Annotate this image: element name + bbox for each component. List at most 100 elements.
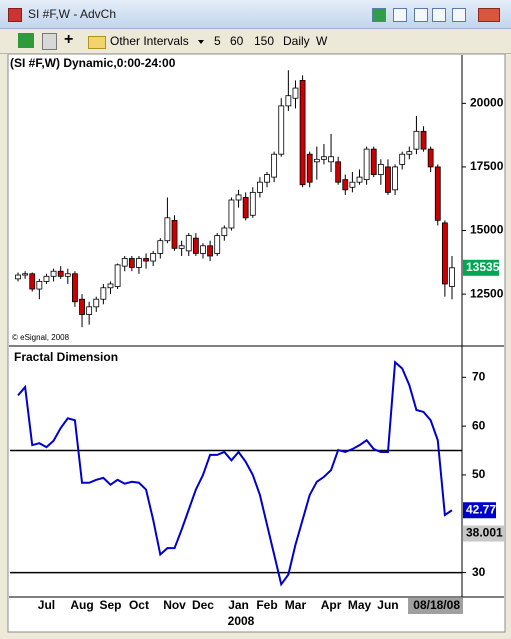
candle-body xyxy=(441,222,448,285)
x-tick-label: Jun xyxy=(377,598,398,612)
y-tick-label: 50 xyxy=(472,467,486,481)
candle-body xyxy=(328,156,334,163)
y-tick-label: 17500 xyxy=(470,159,504,173)
candle-body xyxy=(43,275,50,282)
toolbar: + Other Intervals 5 60 150 Daily W xyxy=(0,29,511,54)
candle-body xyxy=(257,181,263,193)
candle-body xyxy=(64,273,71,277)
year-label: 2008 xyxy=(228,614,255,628)
last-price-label: 13535 xyxy=(466,260,500,274)
candle-body xyxy=(399,153,406,165)
last-value-label: 42.77 xyxy=(466,502,496,516)
x-tick-label: Oct xyxy=(129,598,149,612)
candle-body xyxy=(420,130,427,150)
candle-body xyxy=(413,130,420,150)
tool-button[interactable] xyxy=(393,8,407,22)
candle-body xyxy=(200,245,206,254)
candle-body xyxy=(57,270,64,277)
candle-body xyxy=(370,148,377,175)
chart-button[interactable] xyxy=(18,33,34,48)
candle-body xyxy=(100,287,107,300)
dropdown-arrow xyxy=(198,40,204,44)
chart-frame xyxy=(7,53,506,633)
y-tick-label: 20000 xyxy=(470,96,504,110)
interval-button[interactable]: Daily xyxy=(283,34,310,48)
minimize-button[interactable] xyxy=(432,8,446,22)
candle-body xyxy=(449,267,455,287)
y-tick-label: 30 xyxy=(472,565,486,579)
candle-body xyxy=(136,258,142,268)
app-icon xyxy=(8,8,22,22)
candle-body xyxy=(356,176,363,183)
candle-body xyxy=(406,151,413,155)
date-box xyxy=(408,598,463,614)
interval-button[interactable]: W xyxy=(316,34,328,48)
window-title: SI #F,W - AdvCh xyxy=(28,7,117,21)
candle-body xyxy=(313,158,320,163)
close-button[interactable] xyxy=(478,8,500,22)
candle-body xyxy=(249,191,256,216)
y-tick-label: 60 xyxy=(472,418,486,432)
candle-body xyxy=(114,264,121,287)
candle-body xyxy=(264,174,270,183)
candle-body xyxy=(185,235,192,252)
panel-title: Fractal Dimension xyxy=(14,350,118,364)
candle-body xyxy=(164,217,171,242)
candle-body xyxy=(292,87,299,99)
candle-body xyxy=(86,306,93,315)
properties-button[interactable] xyxy=(42,33,57,50)
x-tick-label: 08/18/08 xyxy=(413,598,460,612)
interval-button[interactable]: 60 xyxy=(230,34,244,48)
x-tick-label: Sep xyxy=(99,598,121,612)
x-tick-label: Aug xyxy=(70,598,93,612)
candle-body xyxy=(321,156,327,160)
x-tick-label: Dec xyxy=(192,598,214,612)
chart-title: (SI #F,W) Dynamic,0:00-24:00 xyxy=(10,56,176,70)
last-price-label-box xyxy=(463,259,499,276)
candle-body xyxy=(157,240,164,254)
candle-body xyxy=(128,258,135,268)
candle-body xyxy=(79,298,85,315)
x-tick-label: May xyxy=(348,598,372,612)
candle-body xyxy=(121,258,128,267)
candle-body xyxy=(377,163,384,175)
add-button[interactable]: + xyxy=(64,31,74,48)
candle-body xyxy=(278,105,285,155)
candle-body xyxy=(427,148,434,168)
x-tick-label: Jan xyxy=(228,598,249,612)
interval-button[interactable]: 150 xyxy=(254,34,275,48)
candle-body xyxy=(178,245,185,249)
candle-body xyxy=(171,219,178,249)
candle-body xyxy=(150,253,157,262)
layout-button[interactable] xyxy=(414,8,428,22)
candle-body xyxy=(29,273,36,290)
candle-body xyxy=(15,274,21,280)
candle-body xyxy=(392,166,398,191)
candle-body xyxy=(72,273,78,303)
maximize-button[interactable] xyxy=(452,8,466,22)
x-tick-label: Mar xyxy=(285,598,307,612)
folder-button[interactable] xyxy=(88,36,106,49)
candle-body xyxy=(385,166,391,193)
candle-body xyxy=(214,235,221,254)
candle-body xyxy=(349,181,356,188)
x-tick-label: Feb xyxy=(256,598,277,612)
title-bar: SI #F,W - AdvCh xyxy=(0,0,511,29)
candle-body xyxy=(299,80,306,186)
fractal-line xyxy=(17,360,453,587)
link-button[interactable] xyxy=(372,8,386,22)
interval-button[interactable]: 5 xyxy=(214,34,221,48)
candle-body xyxy=(93,298,100,308)
candle-body xyxy=(36,281,43,290)
candle-body xyxy=(107,283,114,289)
candle-body xyxy=(335,161,342,183)
y-tick-label: 12500 xyxy=(470,286,504,300)
candle-body xyxy=(342,179,349,191)
reference-value-label: 38.001 xyxy=(466,526,503,540)
interval-menu[interactable]: Other Intervals xyxy=(110,34,189,48)
candle-body xyxy=(434,166,441,221)
x-tick-label: Jul xyxy=(38,598,55,612)
candle-body xyxy=(143,258,149,262)
candle-body xyxy=(363,148,370,181)
